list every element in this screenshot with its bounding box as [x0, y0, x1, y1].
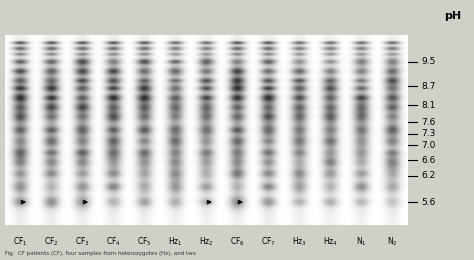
Text: 7.0: 7.0 — [421, 141, 436, 150]
Text: 6.2: 6.2 — [421, 171, 436, 180]
Text: CF$_1$: CF$_1$ — [13, 236, 27, 248]
Text: CF$_3$: CF$_3$ — [75, 236, 90, 248]
Text: Hz$_2$: Hz$_2$ — [199, 236, 214, 248]
Text: N$_1$: N$_1$ — [356, 236, 366, 248]
Text: Hz$_4$: Hz$_4$ — [323, 236, 337, 248]
Text: pH: pH — [444, 11, 461, 21]
Text: CF$_5$: CF$_5$ — [137, 236, 152, 248]
Text: CF$_6$: CF$_6$ — [230, 236, 245, 248]
Text: 8.7: 8.7 — [421, 82, 436, 91]
Text: CF$_4$: CF$_4$ — [106, 236, 121, 248]
Text: Fig.  CF patients (CF), four samples from heterozygotes (Hz), and two: Fig. CF patients (CF), four samples from… — [5, 251, 196, 256]
Text: 7.3: 7.3 — [421, 129, 436, 138]
Text: N$_2$: N$_2$ — [387, 236, 398, 248]
Text: 9.5: 9.5 — [421, 57, 436, 66]
Text: Hz$_3$: Hz$_3$ — [292, 236, 307, 248]
Text: CF$_2$: CF$_2$ — [44, 236, 59, 248]
Text: Hz$_1$: Hz$_1$ — [168, 236, 182, 248]
Text: 5.6: 5.6 — [421, 198, 436, 207]
Text: 7.6: 7.6 — [421, 118, 436, 127]
Text: 6.6: 6.6 — [421, 156, 436, 165]
Text: CF$_7$: CF$_7$ — [261, 236, 275, 248]
Text: 8.1: 8.1 — [421, 101, 436, 110]
